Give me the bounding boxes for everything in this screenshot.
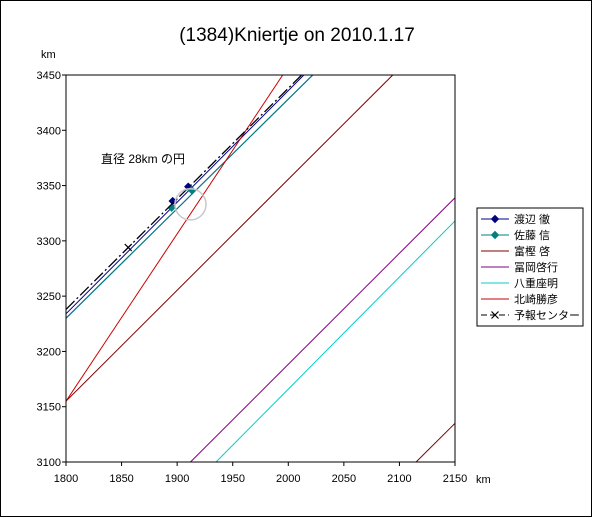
plot-border xyxy=(65,74,456,463)
x-tick-label: 2150 xyxy=(443,473,467,485)
circle-annotation-label: 直径 28km の円 xyxy=(101,152,185,166)
legend-label: 予報センター xyxy=(514,309,580,322)
series-line xyxy=(66,75,314,319)
series-line xyxy=(415,422,455,462)
diamond-marker xyxy=(490,230,500,240)
y-tick-label: 3350 xyxy=(37,181,61,193)
x-tick-label: 1950 xyxy=(220,473,244,485)
diameter-circle xyxy=(174,188,207,221)
series-line xyxy=(66,75,284,402)
legend-label: 佐藤 信 xyxy=(514,228,550,242)
series-line xyxy=(190,197,455,462)
legend-label: 冨岡啓行 xyxy=(514,260,558,274)
plot-area xyxy=(66,75,455,462)
series-line xyxy=(66,75,394,402)
legend-item: 富樫 啓 xyxy=(481,244,550,258)
annotation: 直径 28km の円 xyxy=(101,152,207,221)
series-line xyxy=(66,75,303,310)
legend-item: 冨岡啓行 xyxy=(481,260,558,274)
legend-label: 富樫 啓 xyxy=(514,244,550,258)
legend-item: 佐藤 信 xyxy=(481,228,550,242)
x-tick-label: 2000 xyxy=(276,473,300,485)
y-tick-label: 3100 xyxy=(37,457,61,469)
x-marker xyxy=(124,243,133,252)
y-tick-label: 3250 xyxy=(37,291,61,303)
y-tick-label: 3450 xyxy=(37,70,61,82)
x-axis-unit-label: km xyxy=(476,474,491,486)
x-tick-label: 1800 xyxy=(54,473,78,485)
series-line xyxy=(66,75,305,315)
legend-item: 北崎勝彦 xyxy=(481,292,558,306)
y-tick-label: 3300 xyxy=(37,236,61,248)
legend-item: 八重座明 xyxy=(481,276,558,290)
chart-title: (1384)Kniertje on 2010.1.17 xyxy=(179,25,415,46)
x-tick-label: 2100 xyxy=(387,473,411,485)
x-marker xyxy=(491,311,499,319)
y-tick-label: 3200 xyxy=(37,346,61,358)
legend-item: 渡辺 徹 xyxy=(481,212,550,226)
y-tick-label: 3400 xyxy=(37,125,61,137)
diamond-marker xyxy=(490,214,500,224)
legend-label: 北崎勝彦 xyxy=(514,292,558,306)
y-tick-label: 3150 xyxy=(37,402,61,414)
axes: 1800 1850 1900 1950 2000 2050 2100 2150 3450 3400… xyxy=(37,70,468,485)
x-tick-label: 1900 xyxy=(165,473,189,485)
plot-clip-group xyxy=(66,75,455,462)
y-axis-unit-label: km xyxy=(41,49,56,61)
legend-label: 渡辺 徹 xyxy=(514,212,550,226)
legend-item: 予報センター xyxy=(481,309,580,322)
series-line xyxy=(215,220,455,462)
legend-label: 八重座明 xyxy=(514,276,558,290)
x-tick-label: 1850 xyxy=(109,473,133,485)
x-tick-label: 2050 xyxy=(332,473,356,485)
